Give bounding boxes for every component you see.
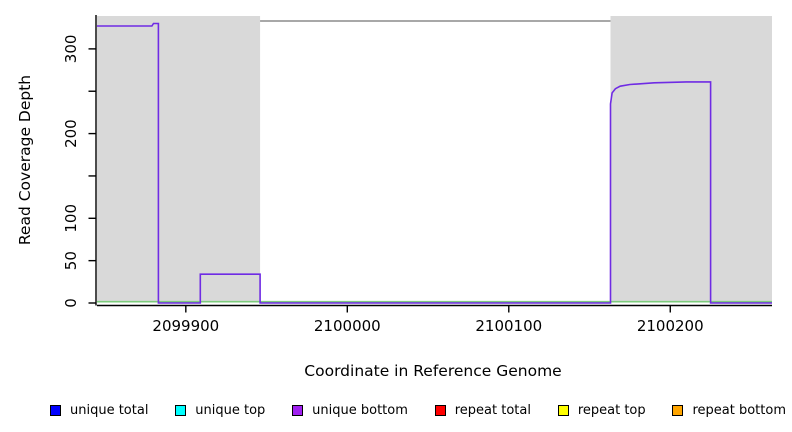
x-tick-label: 2100000: [314, 317, 381, 335]
legend-swatch: [175, 404, 187, 416]
y-axis-title: Read Coverage Depth: [16, 75, 34, 245]
x-tick-label: 2099900: [152, 317, 219, 335]
legend: unique total unique top unique bottom repea…: [50, 398, 786, 422]
coverage-line: [97, 22, 772, 304]
legend-label: unique bottom: [312, 402, 408, 418]
shaded-regions: [97, 16, 772, 302]
shaded-region-0: [97, 16, 261, 302]
shaded-region-1: [610, 16, 772, 302]
y-tick-label: 300: [62, 35, 80, 64]
legend-swatch: [557, 404, 569, 416]
y-tick-label: 100: [62, 204, 80, 233]
legend-label: repeat top: [577, 402, 646, 418]
y-tick-label: 50: [62, 251, 80, 270]
legend-label: unique total: [70, 402, 149, 418]
legend-label: repeat total: [454, 402, 531, 418]
legend-swatch: [292, 404, 304, 416]
legend-swatch: [434, 404, 446, 416]
legend-item-repeat-bottom: repeat bottom: [672, 403, 786, 418]
data-lines: [97, 22, 772, 304]
legend-item-repeat-total: repeat total: [434, 402, 531, 418]
x-tick-label: 2100100: [475, 317, 542, 335]
legend-item-repeat-top: repeat top: [557, 402, 646, 418]
axes: 2099900 2100000 2100100 2100200 0 50 100 200 300: [62, 15, 772, 335]
legend-label: repeat bottom: [692, 402, 786, 418]
x-tick-label: 2100200: [637, 317, 704, 335]
legend-item-unique-top: unique top: [175, 403, 265, 418]
y-tick-label: 200: [62, 119, 80, 148]
x-axis-title: Coordinate in Reference Genome: [304, 362, 561, 380]
y-tick-label: 0: [62, 298, 80, 308]
legend-item-unique-bottom: unique bottom: [292, 403, 408, 418]
legend-swatch: [50, 404, 61, 416]
legend-label: unique top: [195, 402, 266, 418]
legend-item-unique-total: unique total: [50, 403, 148, 418]
legend-swatch: [672, 404, 684, 416]
